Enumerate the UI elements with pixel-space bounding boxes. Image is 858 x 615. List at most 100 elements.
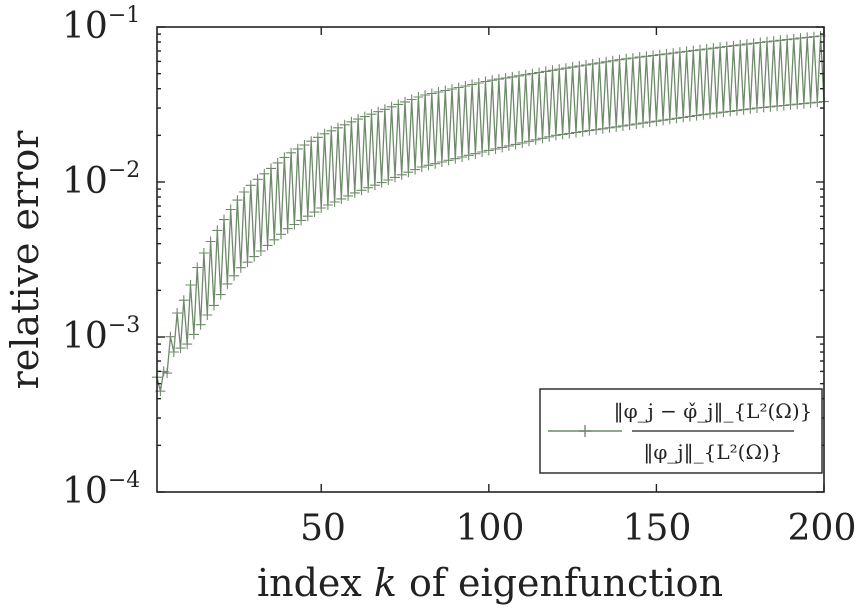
- data-point-marker: [172, 308, 183, 318]
- data-point-marker: [721, 41, 732, 52]
- data-point-marker: [705, 108, 715, 119]
- data-point-marker: [426, 88, 437, 99]
- data-point-marker: [718, 107, 729, 118]
- data-point-marker: [336, 193, 347, 204]
- data-point-marker: [631, 119, 642, 129]
- data-point-marker: [808, 31, 819, 42]
- data-point-marker: [312, 132, 323, 143]
- data-point-marker: [778, 100, 789, 111]
- data-point-marker: [457, 152, 467, 162]
- data-point-marker: [530, 134, 541, 145]
- data-point-marker: [758, 102, 769, 113]
- data-point-marker: [483, 145, 494, 156]
- data-point-marker: [262, 240, 273, 251]
- data-point-marker: [447, 84, 457, 94]
- data-point-marker: [557, 129, 568, 140]
- marker-layer: [152, 31, 829, 397]
- data-point-marker: [343, 190, 354, 201]
- data-point-marker: [373, 106, 384, 117]
- legend-numerator: ‖φ_j − φ̌_j‖_{L²(Ω)}: [614, 399, 813, 424]
- legend-marker-sample: [579, 425, 591, 437]
- data-point-marker: [752, 103, 762, 113]
- data-point-marker: [792, 99, 803, 110]
- data-point-marker: [648, 50, 659, 61]
- data-point-marker: [651, 116, 662, 127]
- data-point-marker: [249, 251, 260, 262]
- data-point-marker: [219, 214, 229, 225]
- data-point-marker: [205, 236, 216, 247]
- data-point-marker: [436, 157, 447, 167]
- data-point-marker: [795, 33, 806, 44]
- data-point-marker: [674, 47, 685, 58]
- data-point-marker: [765, 101, 776, 112]
- data-point-marker: [701, 44, 712, 54]
- data-point-marker: [493, 74, 504, 85]
- data-point-marker: [269, 234, 280, 245]
- data-point-marker: [467, 79, 478, 90]
- x-tick-label-150: 150: [623, 508, 692, 549]
- data-point-marker: [215, 289, 226, 300]
- data-point-marker: [507, 71, 518, 82]
- data-point-marker: [359, 111, 370, 122]
- data-point-marker: [550, 130, 561, 141]
- data-point-marker: [413, 92, 424, 102]
- data-point-marker: [195, 319, 206, 330]
- data-point-marker: [490, 143, 501, 154]
- data-point-marker: [339, 119, 350, 130]
- data-point-marker: [470, 148, 481, 159]
- data-point-marker: [333, 122, 343, 133]
- data-point-marker: [363, 182, 374, 193]
- data-point-marker: [198, 248, 209, 258]
- data-point-marker: [641, 51, 652, 62]
- data-point-marker: [376, 177, 387, 188]
- y-axis-label: relative error: [3, 130, 47, 390]
- data-point-marker: [279, 152, 290, 163]
- data-point-marker: [165, 331, 176, 342]
- data-point-marker: [500, 73, 511, 83]
- data-point-marker: [396, 169, 407, 180]
- data-point-marker: [453, 82, 464, 93]
- data-point-marker: [661, 48, 672, 59]
- data-point-marker: [302, 211, 313, 222]
- data-point-marker: [443, 155, 454, 166]
- data-point-marker: [812, 97, 823, 108]
- data-point-marker: [728, 40, 739, 51]
- data-point-marker: [614, 54, 625, 65]
- data-point-marker: [768, 36, 779, 47]
- data-point-marker: [306, 136, 317, 147]
- data-point-marker: [356, 185, 367, 196]
- data-point-marker: [383, 175, 394, 185]
- data-point-marker: [406, 94, 417, 105]
- data-point-marker: [698, 109, 709, 120]
- data-point-marker: [597, 123, 608, 134]
- data-point-marker: [745, 103, 756, 114]
- data-point-marker: [175, 343, 186, 354]
- data-point-marker: [182, 339, 193, 350]
- data-point-marker: [775, 35, 786, 46]
- data-point-marker: [624, 120, 635, 130]
- data-point-marker: [534, 67, 545, 78]
- data-point-marker: [168, 347, 179, 357]
- data-point-marker: [785, 99, 796, 110]
- data-point-marker: [477, 147, 488, 157]
- data-point-marker: [497, 142, 508, 153]
- data-point-marker: [480, 76, 491, 87]
- data-point-marker: [276, 229, 286, 240]
- data-point-marker: [379, 104, 390, 115]
- data-point-marker: [621, 53, 632, 64]
- data-point-marker: [366, 109, 377, 120]
- data-point-marker: [788, 33, 799, 44]
- data-point-marker: [514, 70, 524, 81]
- data-point-marker: [802, 32, 813, 43]
- data-point-marker: [762, 36, 772, 47]
- data-point-marker: [440, 85, 451, 96]
- data-point-marker: [627, 53, 638, 63]
- data-point-marker: [711, 108, 722, 119]
- data-point-marker: [540, 66, 551, 77]
- data-point-marker: [577, 126, 588, 137]
- data-point-marker: [289, 219, 300, 230]
- data-point-marker: [560, 63, 571, 74]
- plot-area-frame: [156, 26, 825, 493]
- data-point-marker: [296, 215, 307, 226]
